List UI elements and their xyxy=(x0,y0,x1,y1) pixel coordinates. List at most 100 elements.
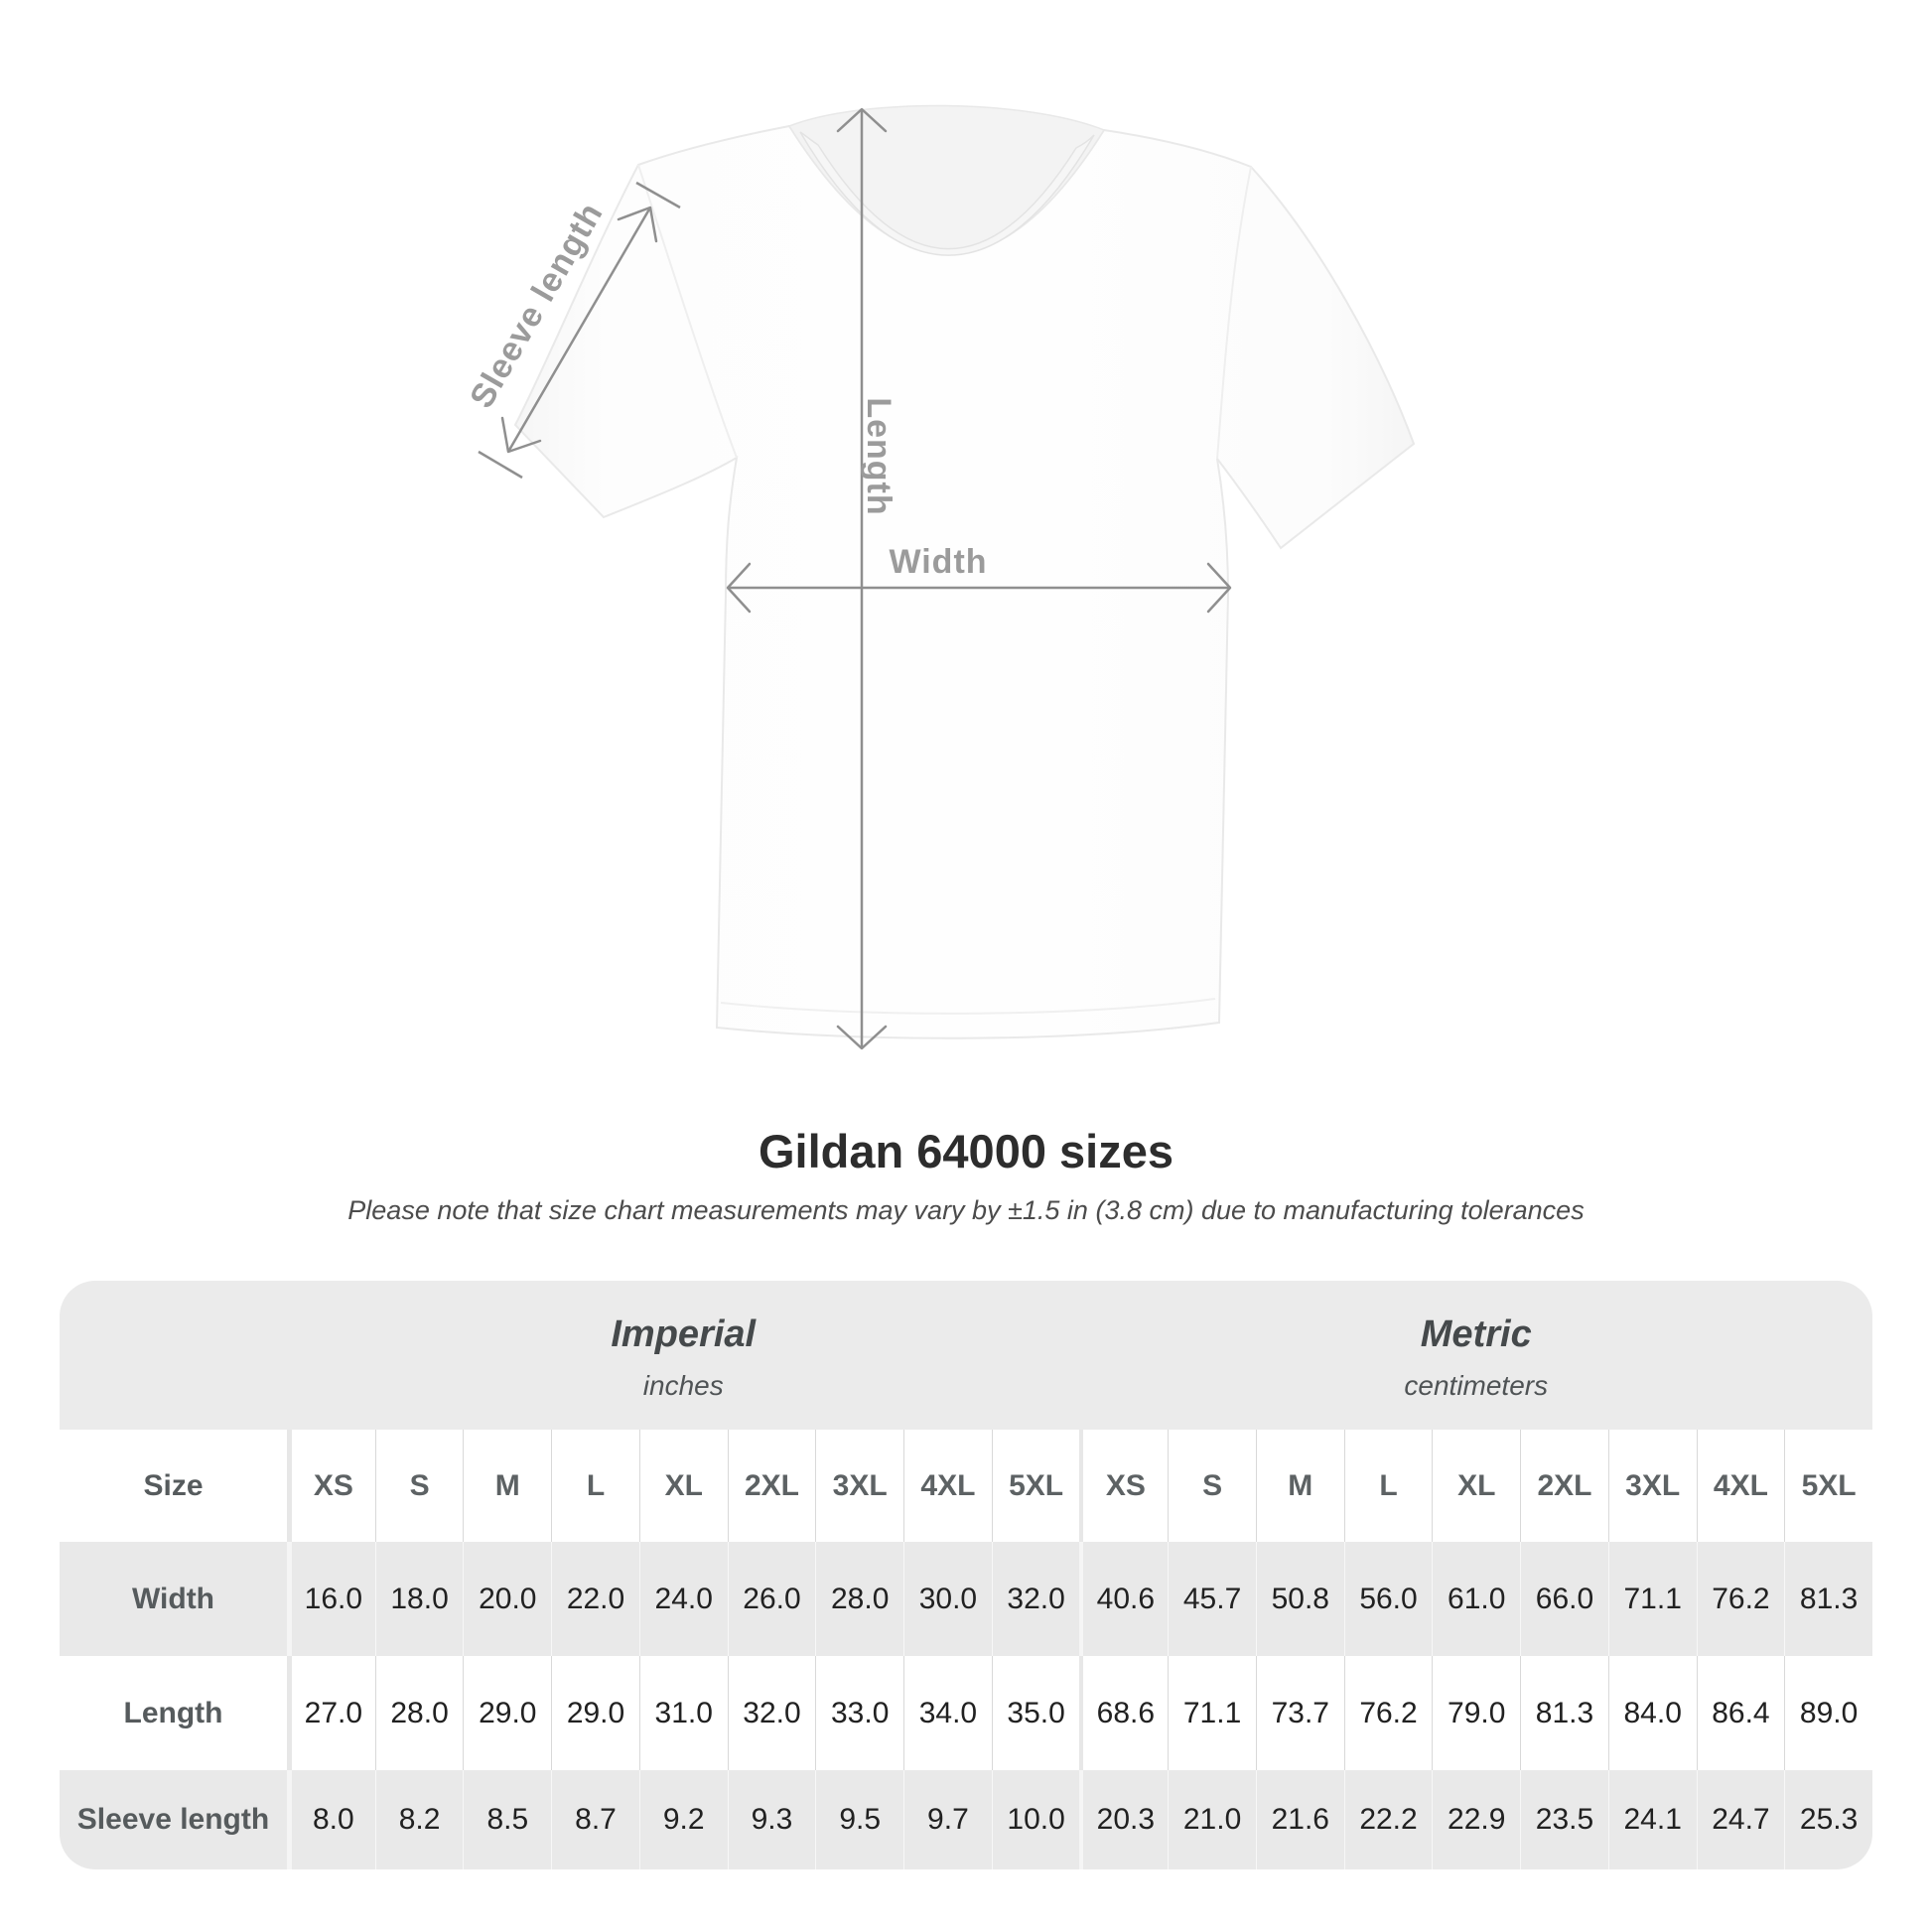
value-cell: 18.0 xyxy=(374,1542,464,1656)
value-cell: 8.0 xyxy=(287,1770,375,1869)
value-cell: 21.6 xyxy=(1255,1770,1344,1869)
value-cell: 71.1 xyxy=(1607,1542,1697,1656)
value-cell: 81.3 xyxy=(1520,1656,1608,1770)
size-header-metric-m: M xyxy=(1255,1430,1344,1542)
value-cell: 25.3 xyxy=(1784,1770,1872,1869)
size-header-imperial-xl: XL xyxy=(638,1430,728,1542)
value-cell: 32.0 xyxy=(991,1542,1080,1656)
value-cell: 9.7 xyxy=(903,1770,992,1869)
sleeve-length-arrow xyxy=(478,181,681,480)
value-cell: 22.0 xyxy=(551,1542,639,1656)
size-header-imperial-3xl: 3XL xyxy=(815,1430,903,1542)
size-column-header: Size xyxy=(143,1468,204,1502)
value-cell: 27.0 xyxy=(287,1656,375,1770)
size-header-metric-3xl: 3XL xyxy=(1607,1430,1697,1542)
value-cell: 73.7 xyxy=(1255,1656,1344,1770)
width-arrow xyxy=(726,562,1232,614)
value-cell: 20.3 xyxy=(1079,1770,1168,1869)
value-cell: 22.9 xyxy=(1432,1770,1520,1869)
value-cell: 29.0 xyxy=(551,1656,639,1770)
value-cell: 71.1 xyxy=(1168,1656,1256,1770)
value-cell: 28.0 xyxy=(815,1542,903,1656)
value-cell: 26.0 xyxy=(727,1542,816,1656)
value-cell: 10.0 xyxy=(991,1770,1080,1869)
unit-group-imperial: Imperial inches xyxy=(287,1281,1080,1430)
value-cell: 89.0 xyxy=(1784,1656,1872,1770)
value-cell: 23.5 xyxy=(1520,1770,1608,1869)
size-header-metric-s: S xyxy=(1168,1430,1256,1542)
right-sleeve-seam xyxy=(1216,166,1252,460)
unit-group-unit: centimeters xyxy=(1404,1369,1549,1401)
size-header-metric-5xl: 5XL xyxy=(1784,1430,1872,1542)
table-row-width: Width 16.0 18.0 20.0 22.0 24.0 26.0 28.0 30.0 32.… xyxy=(60,1542,1872,1656)
value-cell: 33.0 xyxy=(815,1656,903,1770)
unit-group-name: Metric xyxy=(1420,1312,1532,1355)
table-row-sleeve-length: Sleeve length 8.0 8.2 8.5 8.7 9.2 9.3 9.5 9.7 10.… xyxy=(60,1770,1872,1869)
hem-stitch xyxy=(720,998,1216,1015)
value-cell: 24.1 xyxy=(1607,1770,1697,1869)
size-header-row: Size XS S M L XL 2XL 3XL 4XL 5XL XS S M L XL 2XL 3XL 4XL… xyxy=(60,1430,1872,1542)
value-cell: 8.5 xyxy=(463,1770,551,1869)
row-label: Length xyxy=(123,1696,223,1729)
width-label: Width xyxy=(889,543,987,581)
value-cell: 9.3 xyxy=(727,1770,816,1869)
value-cell: 76.2 xyxy=(1343,1656,1433,1770)
size-table: Imperial inches Metric centimeters Size … xyxy=(60,1281,1872,1869)
size-header-metric-l: L xyxy=(1343,1430,1433,1542)
table-row-length: Length 27.0 28.0 29.0 29.0 31.0 32.0 33.0 34.0 35… xyxy=(60,1656,1872,1770)
size-header-imperial-5xl: 5XL xyxy=(991,1430,1080,1542)
value-cell: 20.0 xyxy=(463,1542,551,1656)
value-cell: 28.0 xyxy=(374,1656,464,1770)
measurement-rows: Width 16.0 18.0 20.0 22.0 24.0 26.0 28.0 30.0 32.… xyxy=(60,1542,1872,1869)
row-label: Width xyxy=(131,1582,215,1615)
value-cell: 84.0 xyxy=(1607,1656,1697,1770)
value-cell: 31.0 xyxy=(638,1656,728,1770)
length-arrow xyxy=(836,107,888,1050)
value-cell: 24.0 xyxy=(638,1542,728,1656)
value-cell: 56.0 xyxy=(1343,1542,1433,1656)
value-cell: 61.0 xyxy=(1432,1542,1520,1656)
value-cell: 45.7 xyxy=(1168,1542,1256,1656)
value-cell: 32.0 xyxy=(727,1656,816,1770)
left-sleeve-seam xyxy=(637,164,738,459)
value-cell: 8.7 xyxy=(551,1770,639,1869)
value-cell: 29.0 xyxy=(463,1656,551,1770)
value-cell: 50.8 xyxy=(1255,1542,1344,1656)
value-cell: 35.0 xyxy=(991,1656,1080,1770)
value-cell: 30.0 xyxy=(903,1542,992,1656)
value-cell: 24.7 xyxy=(1696,1770,1785,1869)
size-header-imperial-m: M xyxy=(463,1430,551,1542)
value-cell: 22.2 xyxy=(1343,1770,1433,1869)
value-cell: 40.6 xyxy=(1079,1542,1168,1656)
unit-group-unit: inches xyxy=(642,1369,724,1401)
page-title: Gildan 64000 sizes xyxy=(758,1125,1174,1177)
value-cell: 68.6 xyxy=(1079,1656,1168,1770)
size-header-imperial-xs: XS xyxy=(287,1430,375,1542)
value-cell: 8.2 xyxy=(374,1770,464,1869)
unit-group-name: Imperial xyxy=(611,1312,757,1355)
value-cell: 16.0 xyxy=(287,1542,375,1656)
size-header-imperial-s: S xyxy=(374,1430,464,1542)
value-cell: 21.0 xyxy=(1168,1770,1256,1869)
value-cell: 9.5 xyxy=(815,1770,903,1869)
size-header-imperial-2xl: 2XL xyxy=(727,1430,816,1542)
size-header-imperial-l: L xyxy=(551,1430,639,1542)
value-cell: 66.0 xyxy=(1520,1542,1608,1656)
value-cell: 86.4 xyxy=(1696,1656,1785,1770)
unit-group-metric: Metric centimeters xyxy=(1080,1281,1873,1430)
collar-band xyxy=(799,131,1095,256)
size-header-metric-xl: XL xyxy=(1432,1430,1520,1542)
length-label: Length xyxy=(860,397,897,515)
size-header-metric-2xl: 2XL xyxy=(1520,1430,1608,1542)
size-header-metric-xs: XS xyxy=(1079,1430,1168,1542)
unit-groups-band: Imperial inches Metric centimeters xyxy=(60,1281,1872,1430)
value-cell: 81.3 xyxy=(1784,1542,1872,1656)
tshirt-diagram: Length Width Sleeve length xyxy=(463,104,1416,1050)
value-cell: 79.0 xyxy=(1432,1656,1520,1770)
size-header-metric-4xl: 4XL xyxy=(1696,1430,1785,1542)
value-cell: 76.2 xyxy=(1696,1542,1785,1656)
value-cell: 9.2 xyxy=(638,1770,728,1869)
tolerance-note: Please note that size chart measurements… xyxy=(347,1195,1585,1225)
row-label: Sleeve length xyxy=(76,1803,270,1836)
